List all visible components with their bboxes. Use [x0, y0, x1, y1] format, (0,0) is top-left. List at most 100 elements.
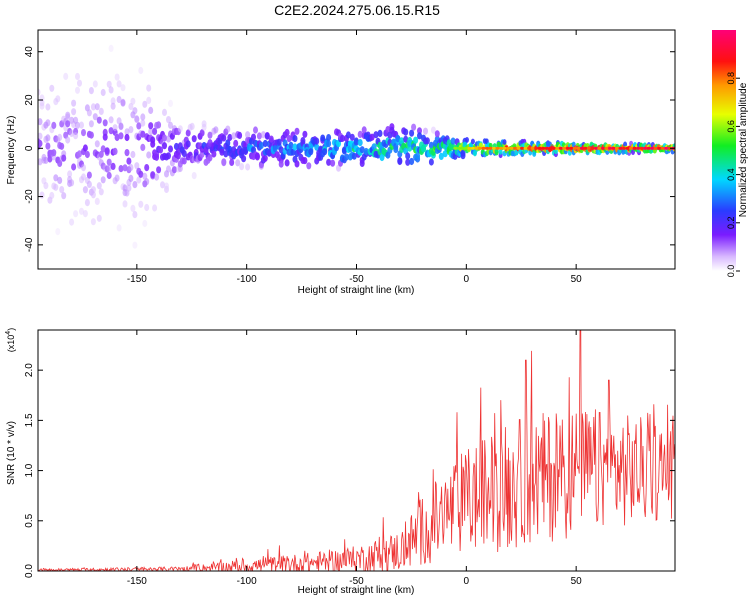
spectrogram-cell [116, 80, 122, 88]
spectrogram-cell [191, 135, 197, 143]
spectrogram-cell [69, 179, 75, 187]
spectrogram-ridge-cell [601, 146, 605, 150]
spectrogram-ridge-cell [548, 146, 553, 150]
spectrogram-cell [132, 211, 138, 219]
spectrogram-cell [75, 86, 80, 94]
top-x-tick-label: 50 [571, 274, 583, 285]
spectrogram-cell [314, 137, 320, 145]
spectrogram-cell [136, 122, 142, 130]
spectrogram-cell [326, 140, 332, 148]
spectrogram-cell [57, 176, 63, 184]
spectrogram-cell [102, 133, 108, 141]
spectrogram-ridge-cell [474, 146, 479, 150]
spectrogram-cell [171, 166, 177, 174]
spectrogram-cell [276, 138, 282, 146]
spectrogram-cell [373, 131, 379, 139]
spectrogram-cell [130, 204, 136, 212]
spectrogram-cell [227, 133, 233, 142]
spectrogram-cell [292, 135, 298, 143]
spectrogram-cell [532, 151, 537, 157]
spectrogram-ridge-cell [506, 146, 511, 150]
spectrogram-cell [162, 142, 167, 150]
spectrogram-cell [162, 108, 167, 116]
spectrogram-cell [132, 181, 138, 189]
spectrogram-cell [288, 141, 294, 149]
spectrogram-cell [106, 80, 112, 88]
spectrogram-cell [140, 130, 146, 138]
spectrogram-cell [154, 173, 160, 181]
spectrogram-cell [284, 159, 290, 167]
spectrogram-ridge-cell [569, 146, 574, 150]
spectrogram-cell [126, 184, 132, 192]
spectrogram-cell [343, 153, 349, 161]
spectrogram-cell [124, 128, 130, 136]
spectrogram-cell [326, 134, 332, 142]
spectrogram-cell [320, 134, 326, 142]
spectrogram-cell [108, 86, 114, 94]
bottom-y-tick-label: 1.5 [24, 413, 35, 427]
spectrogram-cell [393, 145, 399, 154]
bottom-x-tick-label: 50 [571, 576, 583, 587]
spectrogram-cell [349, 133, 355, 141]
spectrogram-cell [39, 191, 45, 199]
spectrogram-cell [430, 126, 436, 134]
spectrogram-cell [306, 162, 312, 170]
spectrogram-cell [110, 162, 116, 170]
bottom-x-tick-label: -50 [349, 576, 364, 587]
spectrogram-cell [77, 79, 82, 87]
spectrogram-cell [191, 172, 197, 180]
spectrogram-cell [118, 165, 124, 173]
bottom-x-tick-label: -100 [237, 576, 257, 587]
spectrogram-cell [43, 156, 49, 164]
snr-series-line [38, 330, 675, 571]
spectrogram-cell [94, 103, 100, 111]
spectrogram-cell [43, 182, 49, 190]
spectrogram-cell [278, 160, 284, 168]
spectrogram-cell [61, 154, 67, 162]
y-scale-note: (x104) [5, 328, 16, 352]
spectrogram-cell [65, 136, 71, 144]
spectrogram-cell [424, 137, 430, 145]
spectrogram-cell [132, 241, 138, 249]
spectrogram-ridge-cell [481, 146, 486, 150]
spectrogram-cell [472, 150, 477, 157]
spectrogram-cell [134, 162, 140, 170]
spectrogram-cell [229, 158, 235, 166]
spectrogram-cell [114, 133, 120, 142]
top-x-tick-label: -100 [237, 274, 257, 285]
spectrogram-cell [90, 186, 96, 194]
spectrogram-cell [148, 106, 154, 114]
top-x-tick-label: 0 [464, 274, 470, 285]
spectrogram-cell [266, 149, 272, 157]
spectrogram-ridge-cell [639, 146, 644, 150]
spectrogram-cell [122, 200, 128, 208]
spectrogram-cell [377, 129, 383, 137]
top-y-tick-label: 40 [24, 46, 35, 58]
bottom-y-tick-label: 1.0 [24, 463, 35, 477]
spectrogram-cell [152, 127, 158, 135]
spectrogram-cell [438, 152, 444, 160]
spectrogram-cell [181, 150, 187, 158]
spectrogram-cell [199, 150, 205, 158]
spectrogram-cell [623, 141, 628, 148]
spectrogram-cell [160, 181, 165, 189]
spectrogram-cell [55, 228, 61, 236]
spectrogram-ridge-cell [615, 146, 619, 150]
spectrogram-cell [108, 116, 114, 124]
spectrogram-cell [49, 84, 55, 92]
spectrogram-cell [428, 158, 434, 166]
spectrogram-cell [421, 145, 426, 153]
spectrogram-ridge-cell [492, 146, 496, 150]
spectrogram-cell [470, 138, 475, 145]
spectrogram-ridge-cell [667, 146, 672, 150]
spectrogram-cell [122, 164, 128, 172]
spectrogram-cell [268, 135, 274, 143]
spectrogram-cell [152, 204, 158, 212]
spectrogram-cell [124, 149, 130, 157]
spectrogram-cell [148, 128, 154, 136]
spectrogram-ridge-cell [499, 146, 503, 150]
spectrogram-cell [88, 131, 94, 139]
spectrogram-cell [86, 180, 92, 188]
spectrogram-cell [330, 159, 336, 167]
top-x-tick-label: -50 [349, 274, 364, 285]
